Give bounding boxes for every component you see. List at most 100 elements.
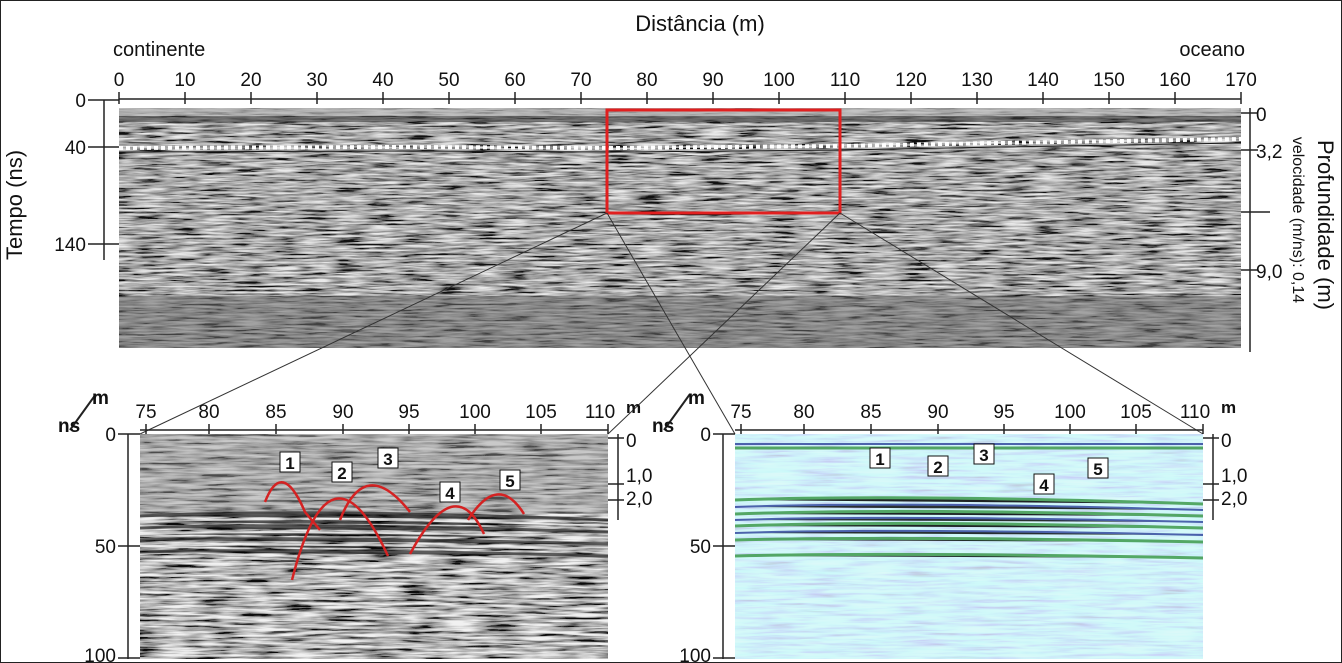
distance-tick: 80 [636, 70, 657, 91]
target-label: 1 [875, 450, 884, 469]
unit-slash [663, 393, 691, 431]
time-tick: 0 [75, 91, 86, 112]
target-label: 1 [285, 454, 294, 473]
distance-tick: 100 [459, 402, 491, 423]
right-distance-axis [735, 424, 1204, 434]
time-tick: 100 [679, 646, 711, 663]
main-distance-ticks: 0 10 20 30 40 50 60 70 80 90 100 110 120… [114, 70, 1257, 91]
hyperbola-fits [263, 481, 526, 581]
left-distance-axis [140, 424, 609, 434]
velocity-note: velocidade (m/ns): 0,14 [1289, 137, 1306, 303]
distance-tick: 90 [332, 402, 353, 423]
target-label: 3 [383, 450, 392, 469]
left-depth-axis [608, 434, 624, 520]
ocean-label: oceano [1179, 39, 1245, 61]
time-tick: 50 [95, 537, 116, 558]
main-depth-axis [1241, 108, 1270, 352]
distance-tick: 110 [585, 402, 615, 423]
detail-left: 1 2 3 4 5 75 80 85 90 95 100 105 110 m n… [58, 388, 652, 663]
distance-tick: 85 [265, 402, 286, 423]
time-tick: 0 [700, 425, 711, 446]
zoom-connectors [139, 212, 1204, 435]
depth-tick: 3,2 [1256, 142, 1282, 163]
distance-tick: 95 [398, 402, 419, 423]
right-radargram [735, 434, 1203, 659]
depth-unit: m [626, 398, 641, 417]
right-time-axis [713, 433, 735, 659]
distance-tick: 80 [198, 402, 219, 423]
distance-tick: 120 [895, 70, 927, 91]
left-radargram [140, 434, 608, 659]
distance-tick: 90 [927, 402, 948, 423]
distance-tick: 95 [993, 402, 1014, 423]
distance-tick: 100 [763, 70, 795, 91]
reflector-shadow [118, 142, 1242, 153]
time-axis-title: Tempo (ns) [2, 150, 27, 260]
right-target-labels: 1 2 3 4 5 [869, 443, 1109, 495]
depth-tick: 0 [626, 431, 637, 452]
depth-tick: 0 [1256, 105, 1267, 126]
distance-tick: 40 [372, 70, 393, 91]
unit-ns: ns [652, 416, 674, 437]
distance-tick: 105 [525, 402, 557, 423]
target-label: 5 [505, 472, 514, 491]
main-radargram [119, 108, 1241, 348]
distance-axis-title: Distância (m) [635, 11, 765, 36]
main-time-axis [88, 99, 119, 260]
distance-tick: 110 [830, 70, 860, 91]
distance-tick: 60 [504, 70, 525, 91]
distance-tick: 110 [1180, 402, 1210, 423]
time-tick: 100 [84, 646, 116, 663]
depth-tick: 1,0 [1221, 466, 1247, 487]
distance-tick: 50 [438, 70, 459, 91]
depth-unit: m [1221, 398, 1236, 417]
depth-tick: 2,0 [626, 489, 652, 510]
continent-label: continente [113, 39, 205, 61]
time-tick: 50 [690, 537, 711, 558]
distance-tick: 75 [730, 402, 751, 423]
distance-tick: 75 [135, 402, 156, 423]
left-time-axis [118, 433, 140, 659]
reflector-line [118, 137, 1242, 151]
distance-tick: 160 [1159, 70, 1191, 91]
target-label: 4 [1039, 476, 1049, 495]
time-tick: 40 [65, 138, 86, 159]
distance-tick: 130 [961, 70, 993, 91]
target-label: 2 [337, 464, 346, 483]
distance-tick: 105 [1120, 402, 1152, 423]
detail-right: 1 2 3 4 5 75 80 85 90 95 100 105 110 m n… [652, 388, 1247, 663]
depth-tick: 0 [1221, 431, 1232, 452]
target-label: 3 [979, 446, 988, 465]
target-label: 2 [933, 458, 942, 477]
distance-tick: 150 [1093, 70, 1125, 91]
distance-tick: 70 [570, 70, 591, 91]
unit-m: m [92, 388, 109, 409]
left-target-labels: 1 2 3 4 5 [279, 447, 521, 503]
unit-ns: ns [58, 416, 80, 437]
roi-rectangle [605, 108, 842, 215]
distance-tick: 170 [1225, 70, 1257, 91]
time-tick: 140 [54, 235, 86, 256]
main-profile: Distância (m) continente oceano 0 10 20 … [2, 11, 1338, 352]
distance-tick: 90 [702, 70, 723, 91]
target-label: 4 [445, 484, 455, 503]
distance-tick: 85 [860, 402, 881, 423]
distance-tick: 80 [793, 402, 814, 423]
distance-tick: 100 [1054, 402, 1086, 423]
time-tick: 0 [105, 425, 116, 446]
unit-m: m [688, 388, 705, 409]
target-label: 5 [1093, 460, 1102, 479]
depth-tick: 9,0 [1256, 262, 1282, 283]
distance-tick: 0 [114, 70, 125, 91]
distance-tick: 140 [1027, 70, 1059, 91]
unit-slash [69, 393, 97, 431]
distance-tick: 10 [174, 70, 195, 91]
distance-tick: 30 [306, 70, 327, 91]
depth-tick: 1,0 [626, 466, 652, 487]
depth-axis-title: Profundidade (m) [1313, 140, 1338, 310]
main-distance-axis [118, 92, 1242, 104]
depth-tick: 2,0 [1221, 489, 1247, 510]
right-depth-axis [1203, 434, 1219, 520]
distance-tick: 20 [240, 70, 261, 91]
